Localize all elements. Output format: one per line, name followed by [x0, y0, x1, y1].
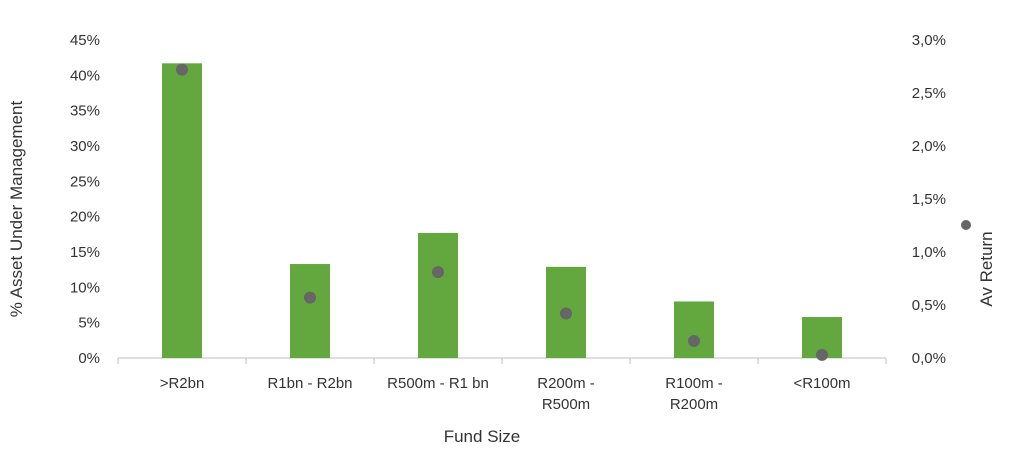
av-return-point [432, 266, 444, 279]
av-return-point [304, 291, 316, 304]
av-return-point [176, 63, 188, 76]
y2-tick-label: 0,0% [912, 350, 946, 367]
right-axis-ticks: 0,0% 0,5% 1,0% 1,5% 2,0% 2,5% 3,0% [912, 32, 946, 367]
x-category-label: R200m -R500m [537, 375, 595, 413]
y-tick-label: 30% [70, 138, 100, 155]
y2-tick-label: 1,5% [912, 191, 946, 208]
bar [418, 232, 458, 358]
y-tick-label: 35% [70, 103, 100, 120]
y2-tick-label: 2,0% [912, 138, 946, 155]
av-return-point [816, 348, 828, 361]
x-category-label: R1bn - R2bn [267, 375, 352, 392]
y2-tick-label: 2,5% [912, 85, 946, 102]
y-tick-label: 15% [70, 244, 100, 261]
y2-tick-label: 3,0% [912, 32, 946, 49]
bar [162, 63, 202, 358]
av-return-point [560, 307, 572, 320]
legend-marker-av-return [961, 220, 971, 230]
x-category-label: R500m - R1 bn [387, 375, 489, 392]
y-tick-label: 0% [78, 350, 100, 367]
y-axis-title: % Asset Under Management [7, 101, 26, 318]
x-category-label: <R100m [793, 375, 850, 392]
x-axis-category-labels: >R2bn R1bn - R2bn R500m - R1 bn R200m -R500… [160, 375, 851, 413]
y-tick-label: 5% [78, 315, 100, 332]
y-tick-label: 45% [70, 32, 100, 49]
bar [674, 301, 714, 358]
av-return-point [688, 335, 700, 348]
av-return-series [176, 63, 828, 361]
left-axis-ticks: 0% 5% 10% 15% 20% 25% 30% 35% 40% 45% [70, 32, 100, 367]
x-category-label: >R2bn [160, 375, 205, 392]
y-tick-label: 20% [70, 209, 100, 226]
x-category-label: R100m -R200m [665, 375, 723, 413]
bar [290, 264, 330, 358]
y-tick-label: 40% [70, 67, 100, 84]
legend-label-av-return: Av Return [977, 231, 996, 306]
y2-tick-label: 0,5% [912, 297, 946, 314]
x-axis-title: Fund Size [444, 427, 521, 446]
bar-series [162, 63, 842, 358]
y2-tick-label: 1,0% [912, 244, 946, 261]
y-tick-label: 10% [70, 279, 100, 296]
x-axis-ticks [117, 358, 887, 364]
y-tick-label: 25% [70, 173, 100, 190]
